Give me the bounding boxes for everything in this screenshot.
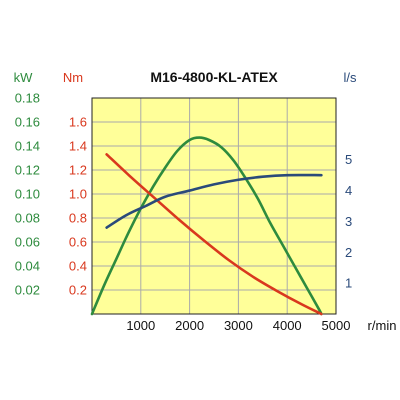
- ls-tick-label: 4: [345, 183, 352, 198]
- ls-tick-label: 5: [345, 152, 352, 167]
- plot-area: [92, 98, 336, 314]
- series-layer: [90, 136, 323, 316]
- nm-tick-label: 1.0: [69, 187, 87, 202]
- nm-tick-label: 0.6: [69, 235, 87, 250]
- nm-tick-label: 0.4: [69, 259, 87, 274]
- kw-tick-label: 0.18: [15, 91, 40, 106]
- ls-tick-label: 2: [345, 245, 352, 260]
- kw-series-line: [90, 136, 323, 316]
- ls-unit-label: l/s: [344, 70, 358, 85]
- nm-tick-label: 0.2: [69, 283, 87, 298]
- chart-title: M16-4800-KL-ATEX: [150, 69, 278, 85]
- kw-tick-label: 0.04: [15, 259, 40, 274]
- plot-frame: [91, 97, 337, 315]
- x-tick-label: 5000: [322, 318, 351, 333]
- label-layer: 1000 2000 3000 4000 5000 0.02 0.04 0.06 0.08 0.10…: [14, 70, 397, 333]
- ls-series-line: [105, 173, 323, 229]
- kw-tick-label: 0.12: [15, 163, 40, 178]
- nm-tick-label: 1.6: [69, 115, 87, 130]
- nm-tick-label: 1.4: [69, 139, 87, 154]
- nm-tick-label: 1.2: [69, 163, 87, 178]
- nm-tick-label: 0.8: [69, 211, 87, 226]
- ls-tick-label: 1: [345, 276, 352, 291]
- x-tick-label: 3000: [224, 318, 253, 333]
- x-axis-label: r/min: [368, 318, 397, 333]
- kw-tick-label: 0.14: [15, 139, 40, 154]
- kw-tick-label: 0.10: [15, 187, 40, 202]
- kw-unit-label: kW: [14, 70, 34, 85]
- x-tick-label: 1000: [126, 318, 155, 333]
- grid-layer: [92, 98, 336, 314]
- kw-tick-label: 0.16: [15, 115, 40, 130]
- x-tick-label: 2000: [175, 318, 204, 333]
- kw-tick-label: 0.02: [15, 283, 40, 298]
- x-tick-label: 4000: [273, 318, 302, 333]
- ls-tick-label: 3: [345, 214, 352, 229]
- kw-tick-label: 0.08: [15, 211, 40, 226]
- nm-series-line: [105, 153, 323, 316]
- nm-unit-label: Nm: [63, 70, 83, 85]
- kw-tick-label: 0.06: [15, 235, 40, 250]
